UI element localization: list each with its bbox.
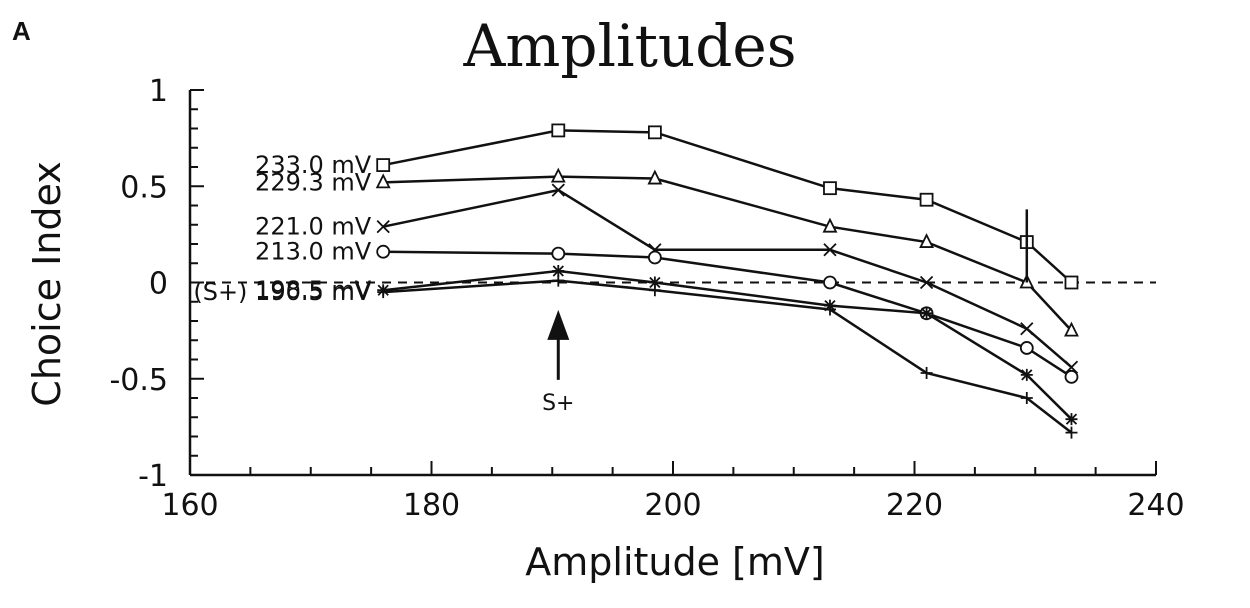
data-point-x — [919, 275, 934, 290]
plot-area: 160 180 200 220 240 1 0.5 0 -0.5 -1 233.0 mV229.3 … — [109, 74, 1184, 523]
series-label: 221.0 mV — [255, 213, 372, 241]
data-point-asterisk — [1065, 413, 1078, 426]
data-point-asterisk — [1020, 368, 1033, 381]
data-point-plus — [377, 286, 390, 299]
x-tick-label: 200 — [644, 488, 701, 523]
y-axis-label: Choice Index — [25, 161, 69, 406]
x-tick-label: 220 — [886, 488, 943, 523]
y-tick-label: -1 — [138, 459, 168, 494]
data-point-plus — [648, 284, 661, 297]
data-point-triangle — [647, 169, 663, 185]
data-point-plus — [552, 274, 565, 287]
data-point-square — [823, 181, 837, 196]
data-point-square — [919, 192, 934, 207]
annotation-label: S+ — [542, 391, 574, 416]
x-tick-label: 240 — [1127, 488, 1184, 523]
data-point-triangle — [919, 233, 935, 248]
series-label: (S+) 190.5 mV — [193, 278, 371, 306]
series-label: 198.5 mV — [255, 276, 372, 304]
data-point-asterisk — [552, 264, 565, 277]
series-line-4 — [383, 269, 1073, 421]
data-point-triangle — [822, 217, 838, 233]
data-point-triangle — [550, 167, 566, 183]
chart-title: Amplitudes — [463, 12, 797, 80]
data-point-x — [823, 243, 837, 257]
data-point-circle — [1064, 369, 1079, 384]
data-point-square — [1064, 275, 1079, 290]
x-axis-label: Amplitude [mV] — [525, 540, 824, 584]
series-line-5 — [383, 279, 1073, 434]
data-point-square — [647, 125, 662, 140]
data-point-circle — [376, 244, 391, 259]
data-point-circle — [1019, 341, 1034, 355]
data-point-x — [1020, 322, 1034, 336]
data-point-plus — [920, 366, 933, 379]
annotation-arrow-head — [547, 309, 570, 340]
x-tick-label: 160 — [161, 488, 218, 523]
data-point-square — [376, 158, 391, 172]
y-tick-label: 1 — [149, 74, 168, 109]
data-point-circle — [647, 250, 662, 265]
data-point-plus — [1020, 392, 1033, 404]
series-label: 229.3 mV — [255, 168, 372, 196]
data-point-asterisk — [920, 307, 933, 320]
data-point-plus — [823, 303, 836, 316]
data-point-triangle — [1064, 321, 1079, 337]
data-point-square — [551, 123, 566, 138]
data-point-x — [551, 183, 565, 197]
y-tick-label: 0 — [149, 267, 168, 302]
series-line-3 — [383, 250, 1073, 378]
y-tick-label: 0.5 — [120, 170, 168, 205]
y-tick-label: -0.5 — [109, 363, 168, 398]
data-point-asterisk — [648, 276, 661, 289]
data-point-circle — [551, 246, 566, 261]
x-tick-label: 180 — [403, 488, 460, 523]
series-label: 213.0 mV — [255, 238, 372, 266]
data-point-circle — [823, 275, 837, 290]
data-point-triangle — [375, 173, 391, 189]
panel-label: A — [12, 16, 31, 46]
data-point-plus — [1065, 426, 1078, 439]
data-point-x — [376, 220, 390, 234]
series-label: 233.0 mV — [255, 151, 372, 179]
